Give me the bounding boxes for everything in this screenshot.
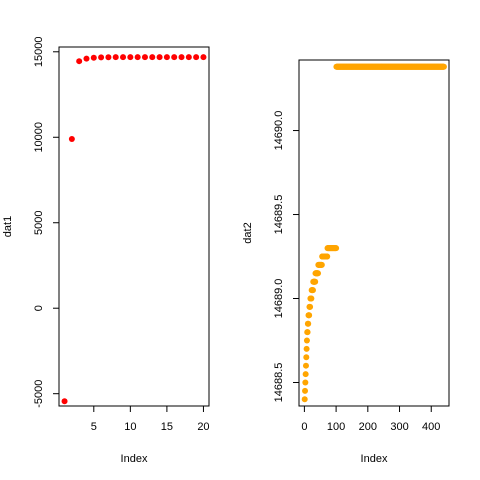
data-point bbox=[302, 362, 309, 369]
data-point bbox=[440, 63, 447, 70]
plot-frame bbox=[298, 59, 450, 407]
data-point bbox=[171, 54, 178, 61]
y-tick-label: 14688.5 bbox=[273, 363, 285, 403]
data-point bbox=[303, 354, 310, 361]
data-point bbox=[307, 303, 314, 310]
x-axis-label: Index bbox=[361, 453, 388, 465]
data-point bbox=[156, 54, 163, 61]
x-tick-label: 5 bbox=[91, 421, 97, 433]
y-tick-label: 10000 bbox=[33, 122, 45, 153]
data-point bbox=[98, 54, 105, 61]
y-tick-label: 5000 bbox=[33, 210, 45, 234]
x-tick-label: 300 bbox=[390, 421, 408, 433]
y-tick-label: 15000 bbox=[33, 36, 45, 67]
data-point bbox=[200, 54, 207, 61]
data-point bbox=[304, 329, 311, 336]
panel-dat1: 5 10 15 20 -5000 0 5000 10000 15000 Index dat1 bbox=[2, 36, 210, 465]
x-tick-label: 15 bbox=[161, 421, 173, 433]
data-point bbox=[193, 54, 200, 61]
x-tick-label: 10 bbox=[124, 421, 136, 433]
data-point bbox=[315, 270, 322, 277]
plot-frame bbox=[58, 46, 210, 407]
y-tick-label: -5000 bbox=[33, 380, 45, 408]
data-point bbox=[61, 398, 68, 405]
data-point bbox=[308, 295, 315, 302]
data-point bbox=[302, 371, 309, 378]
data-point bbox=[178, 54, 185, 61]
data-point bbox=[309, 287, 316, 294]
data-point bbox=[90, 54, 97, 61]
data-point bbox=[105, 54, 112, 61]
y-tick-label: 14689.0 bbox=[273, 279, 285, 319]
y-tick-label: 0 bbox=[33, 305, 45, 311]
data-point bbox=[324, 253, 331, 260]
data-point bbox=[141, 54, 148, 61]
data-point bbox=[134, 54, 141, 61]
data-point bbox=[185, 54, 192, 61]
y-axis-label: dat2 bbox=[242, 222, 254, 243]
x-tick-label: 100 bbox=[327, 421, 345, 433]
data-point bbox=[127, 54, 134, 61]
y-tick-label: 14689.5 bbox=[273, 195, 285, 235]
data-point bbox=[301, 396, 308, 403]
data-point bbox=[149, 54, 156, 61]
data-point bbox=[68, 135, 75, 142]
data-point bbox=[302, 379, 309, 386]
data-point bbox=[303, 345, 310, 352]
data-point bbox=[333, 245, 340, 252]
y-tick-label: 14690.0 bbox=[273, 111, 285, 151]
x-tick-label: 400 bbox=[422, 421, 440, 433]
data-point bbox=[163, 54, 170, 61]
data-point bbox=[305, 320, 312, 327]
x-tick-label: 20 bbox=[197, 421, 209, 433]
data-point bbox=[302, 387, 309, 394]
x-axis-label: Index bbox=[121, 453, 148, 465]
data-point bbox=[306, 312, 313, 319]
y-axis-label: dat1 bbox=[2, 216, 14, 237]
data-point bbox=[318, 261, 325, 268]
x-tick-label: 0 bbox=[301, 421, 307, 433]
panel-dat2: 0 100 200 300 400 14688.5 14689.0 14689.5 14690.… bbox=[242, 59, 450, 465]
data-point bbox=[83, 55, 90, 62]
x-tick-label: 200 bbox=[359, 421, 377, 433]
data-point bbox=[120, 54, 127, 61]
data-point bbox=[76, 58, 83, 65]
data-point bbox=[303, 337, 310, 344]
data-point bbox=[112, 54, 119, 61]
data-point bbox=[312, 278, 319, 285]
